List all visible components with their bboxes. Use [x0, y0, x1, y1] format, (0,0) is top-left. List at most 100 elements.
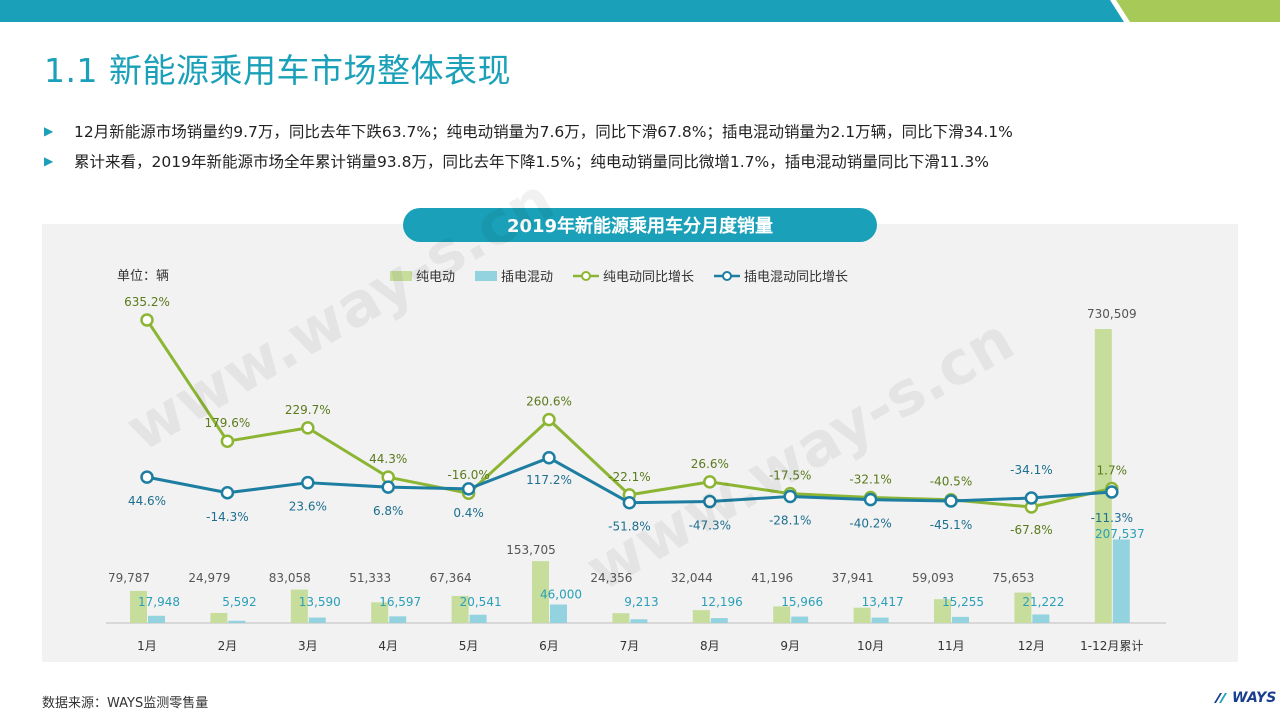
- bar-label-bev: 67,364: [430, 571, 472, 585]
- bar-phev: [710, 618, 728, 623]
- bar-label-phev: 9,213: [624, 595, 658, 609]
- x-tick-label: 9月: [780, 639, 800, 653]
- line-label-bev-growth: -32.1%: [849, 473, 891, 487]
- bar-label-bev: 79,787: [108, 571, 150, 585]
- bar-phev: [148, 615, 165, 623]
- bar-phev: [469, 614, 487, 623]
- phev-growth-point: [703, 494, 717, 509]
- top-banner: [0, 0, 1280, 22]
- line-label-phev-growth: -11.3%: [1091, 511, 1133, 525]
- bar-label-bev: 75,653: [992, 571, 1034, 585]
- legend-label: 插电混动同比增长: [744, 270, 849, 285]
- x-tick-label: 1-12月累计: [1080, 639, 1143, 653]
- phev-growth-point: [220, 486, 235, 500]
- bar-label-phev: 20,541: [460, 595, 502, 609]
- x-tick-label: 8月: [700, 639, 720, 653]
- x-tick-label: 12月: [1018, 639, 1045, 653]
- line-label-phev-growth: 0.4%: [453, 506, 484, 520]
- x-tick-label: 3月: [298, 639, 318, 653]
- triangle-bullet-icon: ▶: [44, 124, 54, 138]
- bar-label-phev: 17,948: [138, 595, 180, 609]
- bar-phev: [791, 616, 809, 623]
- bar-label-phev: 12,196: [701, 595, 743, 609]
- x-tick-label: 10月: [857, 639, 884, 653]
- phev-growth-point: [944, 494, 958, 508]
- bar-bev: [934, 599, 951, 623]
- bar-bev: [692, 610, 710, 623]
- bar-bev: [1014, 592, 1032, 623]
- bar-label-phev: 5,592: [222, 595, 256, 609]
- legend-swatch: [475, 270, 498, 281]
- line-label-bev-growth: -22.1%: [608, 470, 650, 484]
- legend-item-bev-growth: 纯电动同比增长: [573, 266, 694, 285]
- ways-logo: WAYS: [1212, 690, 1276, 706]
- bar-bev: [773, 606, 791, 623]
- bar-label-phev: 207,537: [1095, 527, 1145, 541]
- line-label-phev-growth: -14.3%: [206, 510, 248, 524]
- line-label-bev-growth: 260.6%: [526, 395, 572, 409]
- triangle-bullet-icon: ▶: [44, 154, 54, 168]
- chart-panel: [42, 224, 1238, 662]
- bar-bev: [532, 561, 549, 623]
- bev-growth-point: [140, 313, 154, 327]
- line-label-bev-growth: -16.0%: [447, 468, 489, 482]
- phev-growth-point: [783, 489, 797, 504]
- bar-phev: [1032, 614, 1050, 623]
- phev-growth-point: [140, 470, 154, 484]
- line-label-phev-growth: -45.1%: [930, 518, 972, 532]
- line-label-bev-growth: 44.3%: [369, 452, 407, 466]
- phev-growth-point: [1024, 491, 1039, 505]
- line-label-phev-growth: -51.8%: [608, 520, 650, 534]
- line-label-bev-growth: 229.7%: [285, 403, 331, 417]
- phev-growth-point: [863, 492, 878, 507]
- chart-title: 2019年新能源乘用车分月度销量: [403, 208, 877, 242]
- bar-bev: [130, 590, 147, 623]
- bar-bev: [853, 607, 871, 623]
- bar-label-phev: 15,255: [942, 595, 984, 609]
- bar-bev: [1094, 329, 1112, 623]
- legend-swatch: [390, 270, 412, 281]
- line-label-phev-growth: -34.1%: [1010, 463, 1052, 477]
- bar-phev: [871, 617, 889, 623]
- legend-line-marker: [714, 270, 741, 281]
- bar-label-bev: 37,941: [832, 571, 874, 585]
- bar-label-phev: 21,222: [1022, 595, 1064, 609]
- legend-label: 插电混动: [501, 270, 554, 285]
- legend-label: 纯电动: [416, 270, 456, 285]
- page-title: 1.1 新能源乘用车市场整体表现: [44, 51, 511, 90]
- bar-phev: [1112, 539, 1130, 623]
- x-tick-label: 1月: [137, 639, 157, 653]
- bar-label-phev: 46,000: [540, 587, 582, 601]
- bar-label-phev: 15,966: [781, 595, 823, 609]
- x-tick-label: 2月: [218, 639, 238, 653]
- bar-label-bev: 41,196: [751, 571, 793, 585]
- bar-bev: [451, 595, 469, 623]
- bar-bev: [290, 589, 308, 623]
- bar-label-bev: 83,058: [269, 571, 311, 585]
- bev-growth-point: [542, 412, 556, 427]
- phev-growth-point: [542, 451, 556, 465]
- bar-label-bev: 32,044: [671, 571, 713, 585]
- bar-label-bev: 153,705: [506, 543, 556, 557]
- x-tick-label: 11月: [937, 639, 964, 653]
- bar-label-bev: 24,979: [188, 571, 230, 585]
- bar-label-bev: 51,333: [349, 571, 391, 585]
- x-tick-label: 6月: [539, 639, 559, 653]
- line-label-bev-growth: -67.8%: [1010, 523, 1052, 537]
- line-label-phev-growth: 117.2%: [526, 473, 572, 487]
- line-label-bev-growth: 26.6%: [691, 457, 729, 471]
- line-label-phev-growth: 44.6%: [128, 494, 166, 508]
- bar-bev: [210, 612, 228, 623]
- bev-growth-point: [301, 421, 315, 435]
- line-label-bev-growth: -17.5%: [769, 469, 811, 483]
- line-label-phev-growth: 23.6%: [289, 500, 327, 514]
- phev-growth-point: [1105, 485, 1119, 499]
- phev-growth-point: [381, 480, 395, 494]
- bar-phev: [952, 616, 969, 623]
- phev-growth-point: [461, 482, 476, 496]
- line-label-bev-growth: -40.5%: [930, 475, 972, 489]
- summary-bullets: ▶ 12月新能源市场销量约9.7万，同比去年下跌63.7%；纯电动销量为7.6万…: [44, 116, 1244, 176]
- bar-phev: [550, 604, 567, 623]
- phev-growth-point: [301, 475, 315, 490]
- bullet-item: ▶ 12月新能源市场销量约9.7万，同比去年下跌63.7%；纯电动销量为7.6万…: [44, 116, 1244, 146]
